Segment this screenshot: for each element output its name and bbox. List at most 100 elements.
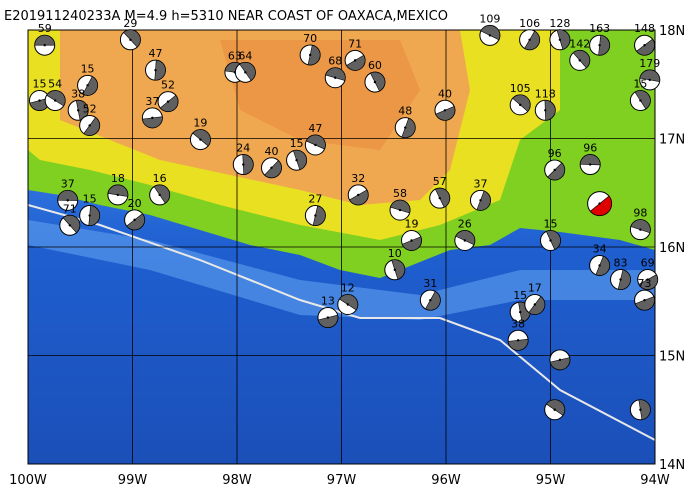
focal-mechanism (144, 59, 166, 81)
focal-mechanism (629, 90, 651, 112)
ball-quadrant (62, 215, 81, 234)
focal-mechanism (44, 90, 66, 112)
focal-mechanism (519, 29, 541, 51)
focal-mechanism (401, 229, 423, 251)
ball-quadrant (547, 162, 565, 181)
event-label: 59 (38, 22, 52, 35)
event-label: 128 (549, 17, 570, 30)
ball-quadrant (401, 236, 422, 251)
focal-mechanism (141, 107, 163, 129)
event-label: 71 (348, 37, 362, 50)
ball-quadrant (82, 76, 98, 96)
event-label: 27 (308, 193, 322, 206)
focal-mechanism (507, 329, 529, 351)
ball-center (558, 38, 562, 41)
event-label: 47 (308, 122, 322, 135)
ball-quadrant (545, 230, 561, 250)
event-label: 15 (544, 217, 558, 230)
ball-center (549, 239, 552, 242)
event-label: 32 (351, 172, 365, 185)
ball-quadrant (634, 296, 655, 311)
ball-quadrant (589, 195, 612, 216)
event-label: 83 (614, 257, 628, 270)
ball-quadrant (83, 116, 100, 136)
ball-quadrant (107, 184, 129, 197)
y-tick-label: 15N (659, 350, 685, 365)
focal-mechanism (324, 67, 346, 89)
event-label: 38 (71, 87, 85, 100)
ball-center (88, 214, 91, 217)
ball-center (158, 193, 161, 197)
focal-mechanism (157, 91, 179, 113)
ball-center (429, 298, 432, 302)
focal-mechanism (344, 49, 366, 71)
focal-mechanism (639, 69, 661, 91)
event-label: 142 (569, 37, 590, 50)
ball-quadrant (617, 269, 631, 290)
ball-quadrant (634, 90, 651, 110)
ball-center (76, 109, 80, 112)
focal-mechanism (34, 34, 56, 56)
ball-center (314, 143, 317, 147)
ball-quadrant (480, 25, 501, 41)
ball-quadrant (312, 205, 326, 226)
event-label: 19 (193, 117, 207, 130)
ball-center (270, 166, 273, 169)
event-label: 71 (63, 202, 77, 215)
ball-quadrant (369, 71, 386, 92)
ball-quadrant (434, 187, 451, 208)
ball-center (295, 159, 298, 162)
ball-quadrant (142, 116, 163, 129)
event-label: 54 (48, 78, 62, 91)
event-label: 17 (528, 282, 542, 295)
focal-mechanism (549, 29, 571, 51)
event-label: 148 (634, 22, 655, 35)
focal-mechanism (304, 134, 326, 156)
ball-quadrant (435, 105, 456, 121)
focal-mechanism (634, 289, 656, 311)
ball-center (88, 124, 91, 127)
event-label: 118 (535, 87, 556, 100)
x-tick-label: 94W (640, 473, 670, 488)
ball-quadrant (292, 149, 307, 171)
focal-mechanism (189, 129, 211, 151)
focal-mechanism (317, 307, 339, 329)
ball-quadrant (307, 44, 321, 66)
focal-mechanism (454, 229, 476, 251)
ball-center (129, 38, 132, 41)
focal-mechanism (549, 349, 571, 371)
event-label: 52 (161, 79, 175, 92)
ball-center (553, 168, 556, 172)
focal-mechanism (347, 184, 369, 206)
ball-quadrant (476, 190, 491, 211)
ball-center (404, 126, 407, 129)
ball-center (308, 53, 312, 57)
focal-mechanism (149, 184, 171, 206)
ball-center (578, 59, 581, 62)
ball-quadrant (126, 213, 145, 231)
focal-mechanism (610, 269, 632, 291)
focal-mechanism (79, 205, 101, 227)
ball-quadrant (154, 59, 166, 81)
ball-center (516, 339, 520, 342)
ball-quadrant (401, 117, 416, 138)
ball-center (643, 298, 646, 302)
ball-center (639, 99, 642, 102)
x-tick-label: 99W (118, 473, 148, 488)
ball-quadrant (638, 274, 658, 290)
focal-mechanism (77, 74, 99, 96)
focal-mechanism (79, 114, 101, 136)
y-tick-label: 16N (659, 241, 685, 256)
ball-center (334, 76, 337, 79)
ball-center (166, 100, 170, 103)
ball-quadrant (545, 399, 565, 416)
event-label: 96 (583, 142, 597, 155)
event-label: 73 (638, 277, 652, 290)
focal-mechanism (540, 229, 561, 251)
event-label: 57 (433, 175, 447, 188)
event-label: 34 (593, 242, 607, 255)
ball-center (86, 84, 89, 87)
event-label: 15 (81, 62, 95, 75)
ball-center (326, 316, 330, 319)
map-title: E201911240233A M=4.9 h=5310 NEAR COAST O… (4, 9, 448, 24)
